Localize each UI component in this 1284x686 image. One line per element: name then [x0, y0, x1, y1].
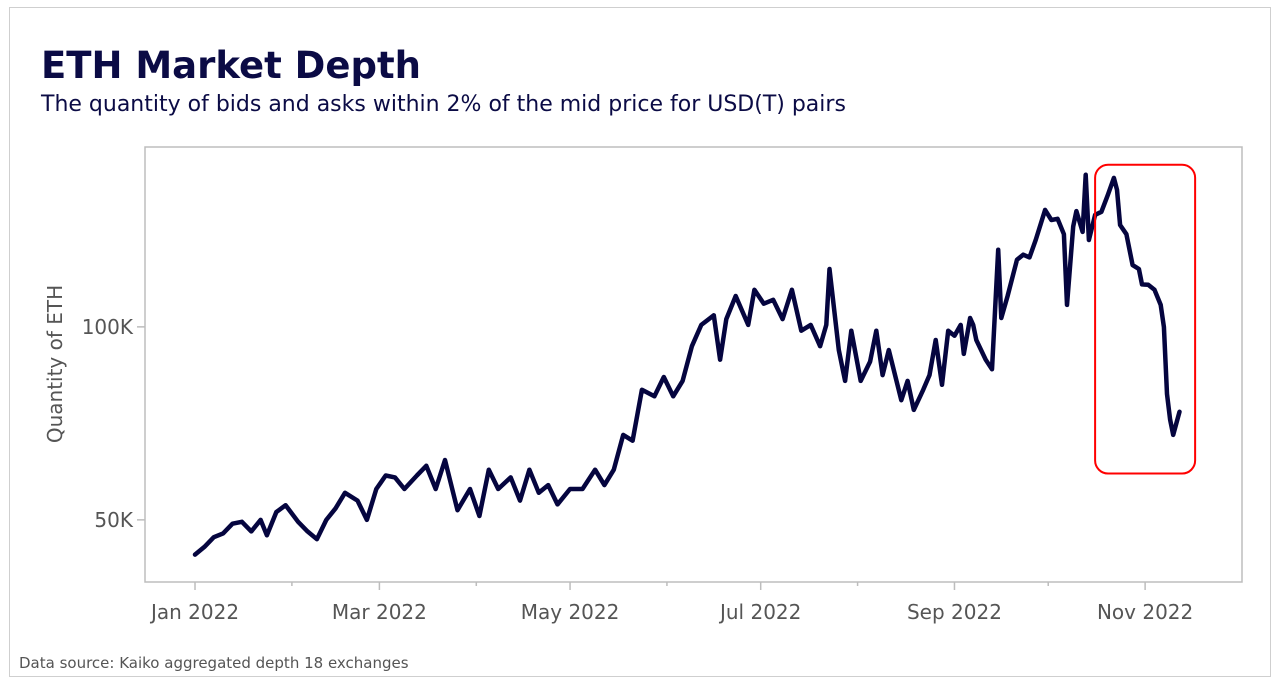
- chart-subtitle: The quantity of bids and asks within 2% …: [41, 92, 846, 117]
- chart-title: ETH Market Depth: [41, 44, 421, 87]
- series-line: [192, 172, 1182, 557]
- y-axis: 50K 100K: [82, 315, 145, 532]
- highlight-box: [1094, 163, 1197, 475]
- chart-frame: [9, 7, 1271, 677]
- x-tick-label: Nov 2022: [1097, 600, 1193, 624]
- x-axis: Jan 2022 Mar 2022 May 2022 Jul 2022 Sep 2022…: [149, 582, 1193, 624]
- x-tick-label: Jul 2022: [718, 600, 801, 624]
- y-tick-label: 100K: [82, 315, 134, 339]
- x-tick-label: Jan 2022: [149, 600, 239, 624]
- y-axis-title: Quantity of ETH: [43, 285, 67, 443]
- x-tick-label: May 2022: [521, 600, 620, 624]
- plot-area: [144, 146, 1243, 583]
- series-group: [192, 172, 1182, 557]
- x-tick-label: Sep 2022: [907, 600, 1002, 624]
- annotation-group: [1094, 163, 1197, 475]
- y-tick-label: 50K: [94, 508, 133, 532]
- data-source-note: Data source: Kaiko aggregated depth 18 e…: [19, 654, 409, 672]
- x-tick-label: Mar 2022: [332, 600, 427, 624]
